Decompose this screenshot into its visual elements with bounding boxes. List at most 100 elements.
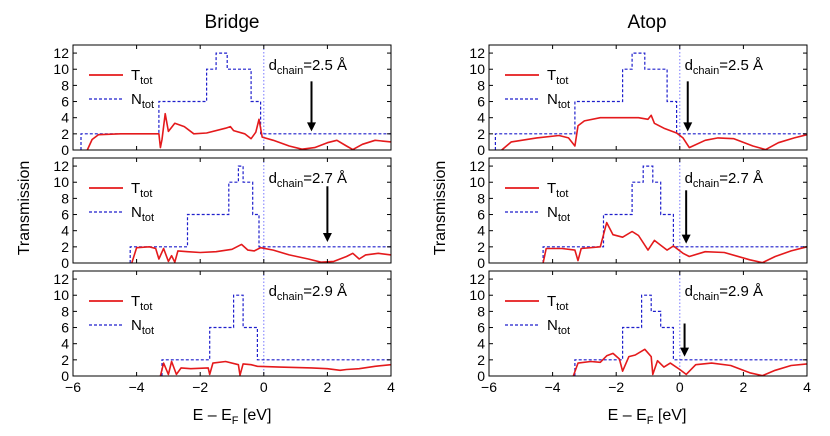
legend-label-t-tot: Ttot: [547, 293, 568, 313]
arrow-head: [680, 347, 690, 357]
y-tick-label: 0: [477, 142, 485, 158]
legend-label-main: T: [547, 67, 556, 84]
y-tick-label: 4: [61, 223, 69, 239]
legend-label-sub: tot: [558, 99, 570, 111]
d-chain-annotation: dchain=2.9 Å: [269, 283, 347, 303]
annotation-value: =2.9 Å: [719, 283, 763, 300]
annotation-main: d: [269, 170, 277, 187]
x-tick-label: −6: [65, 379, 81, 395]
legend-label-main: N: [131, 91, 142, 108]
series-t-tot-line: [159, 360, 392, 377]
series-n-tot-line: [161, 294, 391, 376]
legend-label-main: N: [131, 317, 142, 334]
d-chain-annotation: dchain=2.5 Å: [685, 57, 763, 77]
y-tick-label: 12: [53, 45, 69, 61]
y-tick-label: 12: [469, 158, 485, 174]
annotation-value: =2.9 Å: [303, 283, 347, 300]
legend-label-sub: tot: [558, 325, 570, 337]
legend-label-t-tot: Ttot: [547, 67, 568, 87]
x-tick-label: 2: [740, 379, 748, 395]
legend-label-main: N: [547, 317, 558, 334]
y-tick-label: 8: [61, 77, 69, 93]
legend-label-n-tot: Ntot: [131, 91, 154, 111]
plot-frame: [488, 270, 808, 377]
y-tick-label: 0: [61, 142, 69, 158]
y-tick-label: 4: [477, 110, 485, 126]
series-t-tot-line: [501, 114, 808, 151]
plot-frame: [488, 157, 808, 264]
series-n-tot-line: [574, 294, 807, 376]
y-tick-label: 8: [61, 303, 69, 319]
d-chain-annotation: dchain=2.9 Å: [685, 283, 763, 303]
y-tick-label: 10: [469, 61, 485, 77]
legend-label-main: T: [131, 67, 140, 84]
x-tick-label: −4: [545, 379, 561, 395]
legend-label-sub: tot: [140, 75, 152, 87]
y-tick-label: 2: [61, 126, 69, 142]
annotation-main: d: [685, 283, 693, 300]
y-tick-label: 4: [61, 110, 69, 126]
y-tick-label: 2: [477, 352, 485, 368]
y-tick-label: 8: [477, 77, 485, 93]
plot-frame: [72, 44, 392, 151]
annotation-value: =2.5 Å: [719, 57, 763, 74]
annotation-main: d: [685, 57, 693, 74]
y-tick-label: 0: [477, 255, 485, 271]
y-tick-label: 6: [477, 320, 485, 336]
y-tick-label: 2: [61, 352, 69, 368]
y-tick-label: 12: [469, 271, 485, 287]
legend-label-t-tot: Ttot: [131, 67, 152, 87]
legend-label-sub: tot: [142, 325, 154, 337]
y-tick-label: 10: [469, 287, 485, 303]
x-tick-label: −6: [481, 379, 497, 395]
y-axis-label-left: Transmission: [16, 161, 33, 256]
legend-label-t-tot: Ttot: [131, 293, 152, 313]
x-tick-label: −4: [129, 379, 145, 395]
x-tick-label: 0: [676, 379, 684, 395]
d-chain-annotation: dchain=2.7 Å: [685, 170, 763, 190]
annotation-main: d: [269, 283, 277, 300]
x-tick-label: −2: [608, 379, 624, 395]
y-tick-label: 8: [61, 190, 69, 206]
annotation-sub: chain: [277, 65, 303, 77]
legend-label-n-tot: Ntot: [131, 204, 154, 224]
y-axis-label-right: Transmission: [432, 161, 449, 256]
legend-label-sub: tot: [556, 188, 568, 200]
x-tick-label: −2: [192, 379, 208, 395]
legend-label-main: T: [547, 293, 556, 310]
legend-label-sub: tot: [140, 188, 152, 200]
column-title-bridge: Bridge: [205, 12, 260, 33]
y-tick-label: 12: [53, 158, 69, 174]
y-tick-label: 8: [477, 303, 485, 319]
y-tick-label: 2: [477, 239, 485, 255]
d-chain-annotation: dchain=2.7 Å: [269, 170, 347, 190]
series-t-tot-line: [572, 348, 808, 377]
x-axis-label-sub: F: [232, 415, 239, 427]
x-tick-label: 4: [803, 379, 811, 395]
series-t-tot-line: [86, 112, 392, 151]
series-n-tot-line: [129, 165, 391, 263]
y-tick-label: 6: [61, 207, 69, 223]
legend-label-n-tot: Ntot: [547, 204, 570, 224]
plot-frame: [72, 270, 392, 377]
y-tick-label: 6: [61, 94, 69, 110]
legend-label-main: T: [131, 180, 140, 197]
legend-label-n-tot: Ntot: [547, 317, 570, 337]
x-tick-label: 0: [260, 379, 268, 395]
series-t-tot-line: [542, 221, 808, 264]
y-tick-label: 0: [61, 255, 69, 271]
x-tick-label: 2: [324, 379, 332, 395]
x-axis-label-unit: [eV]: [653, 407, 686, 424]
legend-label-sub: tot: [556, 301, 568, 313]
legend-label-sub: tot: [140, 301, 152, 313]
series-t-tot-line: [131, 243, 392, 264]
arrow-head: [683, 122, 693, 132]
arrow-head: [307, 122, 316, 132]
y-tick-label: 0: [477, 368, 485, 384]
